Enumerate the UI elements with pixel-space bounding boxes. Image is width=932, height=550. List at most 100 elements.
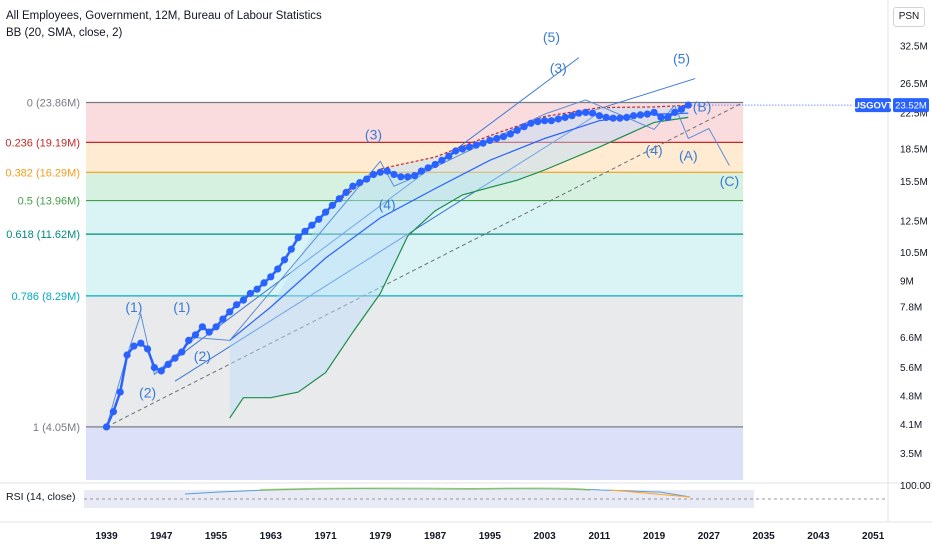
x-tick-8: 2003 — [533, 531, 556, 542]
wave-label-12: (C) — [720, 173, 739, 189]
wave-label-1: (2) — [139, 385, 156, 401]
price-point-43 — [397, 173, 405, 181]
price-point-61 — [520, 123, 528, 131]
price-point-0 — [102, 423, 111, 431]
fib-label-5: 0.786 (8.29M) — [12, 291, 80, 303]
price-point-6 — [144, 345, 152, 353]
price-point-80 — [650, 108, 658, 116]
y-axis: 32.5M 26.5M 22.5M 18.5M 15.5M 12.5M 10.5M 9M 7.8… — [900, 41, 928, 460]
price-point-1 — [109, 408, 117, 416]
price-point-46 — [417, 167, 425, 175]
y-tick-3: 18.5M — [900, 145, 928, 156]
x-tick-7: 1995 — [479, 531, 502, 542]
rsi-legend[interactable]: RSI (14, close) — [6, 491, 76, 503]
price-point-66 — [554, 115, 562, 123]
price-point-18 — [226, 308, 234, 316]
bb-fill — [229, 105, 689, 419]
fib-band-0 — [86, 102, 744, 143]
price-point-78 — [636, 111, 645, 119]
price-point-47 — [424, 164, 432, 172]
y-tick-1: 26.5M — [900, 79, 928, 90]
fib-band-1 — [86, 142, 744, 173]
price-point-54 — [472, 141, 480, 149]
price-point-60 — [513, 126, 521, 134]
price-point-2 — [116, 388, 124, 396]
price-point-8 — [157, 367, 165, 375]
price-tag-symbol: USGOVT — [853, 101, 893, 112]
price-point-13 — [191, 331, 200, 339]
price-point-19 — [233, 301, 241, 309]
x-tick-12: 2035 — [753, 531, 776, 542]
price-point-15 — [205, 328, 213, 336]
wave-label-5: (4) — [379, 196, 396, 212]
x-tick-5: 1979 — [369, 531, 392, 542]
rsi-pane: 100.00 — [0, 481, 932, 508]
price-point-29 — [301, 227, 309, 235]
price-point-7 — [150, 364, 158, 372]
price-point-38 — [363, 175, 371, 183]
price-point-79 — [643, 110, 651, 118]
price-point-34 — [335, 195, 343, 203]
y-tick-7: 9M — [900, 276, 914, 287]
fib-labels: 0 (23.86M) 0.236 (19.19M) 0.382 (16.29M) 0.… — [5, 98, 80, 434]
price-tag-value-bg — [893, 98, 929, 113]
price-point-71 — [588, 109, 597, 117]
price-point-23 — [260, 279, 268, 287]
price-point-49 — [438, 156, 446, 164]
fib-bands — [86, 101, 744, 480]
price-point-70 — [582, 108, 590, 116]
price-point-9 — [164, 360, 172, 368]
y-tick-13: 3.5M — [900, 449, 922, 460]
trend-line-3 — [592, 78, 696, 112]
price-point-58 — [499, 133, 508, 141]
price-point-28 — [294, 234, 302, 242]
price-point-50 — [445, 152, 453, 160]
fib-label-3: 0.5 (13.96M) — [18, 196, 80, 208]
price-point-5 — [137, 339, 145, 347]
price-point-76 — [623, 113, 631, 121]
fib-label-6: 1 (4.05M) — [33, 422, 80, 434]
trend-line-2 — [174, 116, 593, 382]
chart-title: All Employees, Government, 12M, Bureau o… — [6, 10, 322, 22]
price-point-62 — [527, 119, 535, 127]
bb-lower-line — [229, 116, 689, 419]
y-tick-9: 6.6M — [900, 333, 922, 344]
rsi-band — [84, 490, 754, 508]
price-point-26 — [280, 256, 289, 264]
y-tick-0: 32.5M — [900, 41, 928, 52]
price-point-52 — [458, 145, 467, 153]
fib-label-0: 0 (23.86M) — [27, 98, 80, 110]
x-tick-10: 2019 — [643, 531, 666, 542]
unit-badge[interactable]: PSN — [893, 7, 925, 27]
wave-label-3: (2) — [194, 348, 211, 364]
y-tick-12: 4.1M — [900, 420, 922, 431]
price-point-24 — [267, 273, 275, 281]
price-point-27 — [287, 245, 295, 253]
price-point-30 — [308, 221, 316, 229]
price-tag-symbol-bg — [855, 98, 891, 113]
price-point-73 — [602, 113, 610, 121]
price-point-55 — [479, 139, 487, 147]
price-point-56 — [486, 136, 494, 144]
fib-label-1: 0.236 (19.19M) — [5, 137, 80, 149]
x-tick-6: 1987 — [424, 531, 447, 542]
wave-label-9: (B) — [693, 99, 712, 115]
price-point-10 — [171, 354, 179, 362]
price-point-14 — [198, 323, 206, 331]
price-point-77 — [630, 112, 638, 120]
wave-label-0: (1) — [125, 299, 142, 315]
price-point-69 — [575, 109, 583, 117]
price-point-48 — [431, 160, 439, 169]
price-point-68 — [568, 112, 576, 120]
price-point-12 — [185, 336, 193, 344]
x-tick-4: 1971 — [314, 531, 337, 542]
bb-upper-line — [325, 104, 689, 212]
y-tick-8: 7.8M — [900, 303, 922, 314]
fib-band-3 — [86, 200, 744, 235]
wave-label-4: (3) — [365, 126, 382, 142]
indicator-legend[interactable]: BB (20, SMA, close, 2) — [6, 27, 123, 39]
price-point-53 — [465, 143, 473, 151]
price-point-40 — [376, 168, 384, 176]
rsi-fill — [259, 487, 591, 491]
